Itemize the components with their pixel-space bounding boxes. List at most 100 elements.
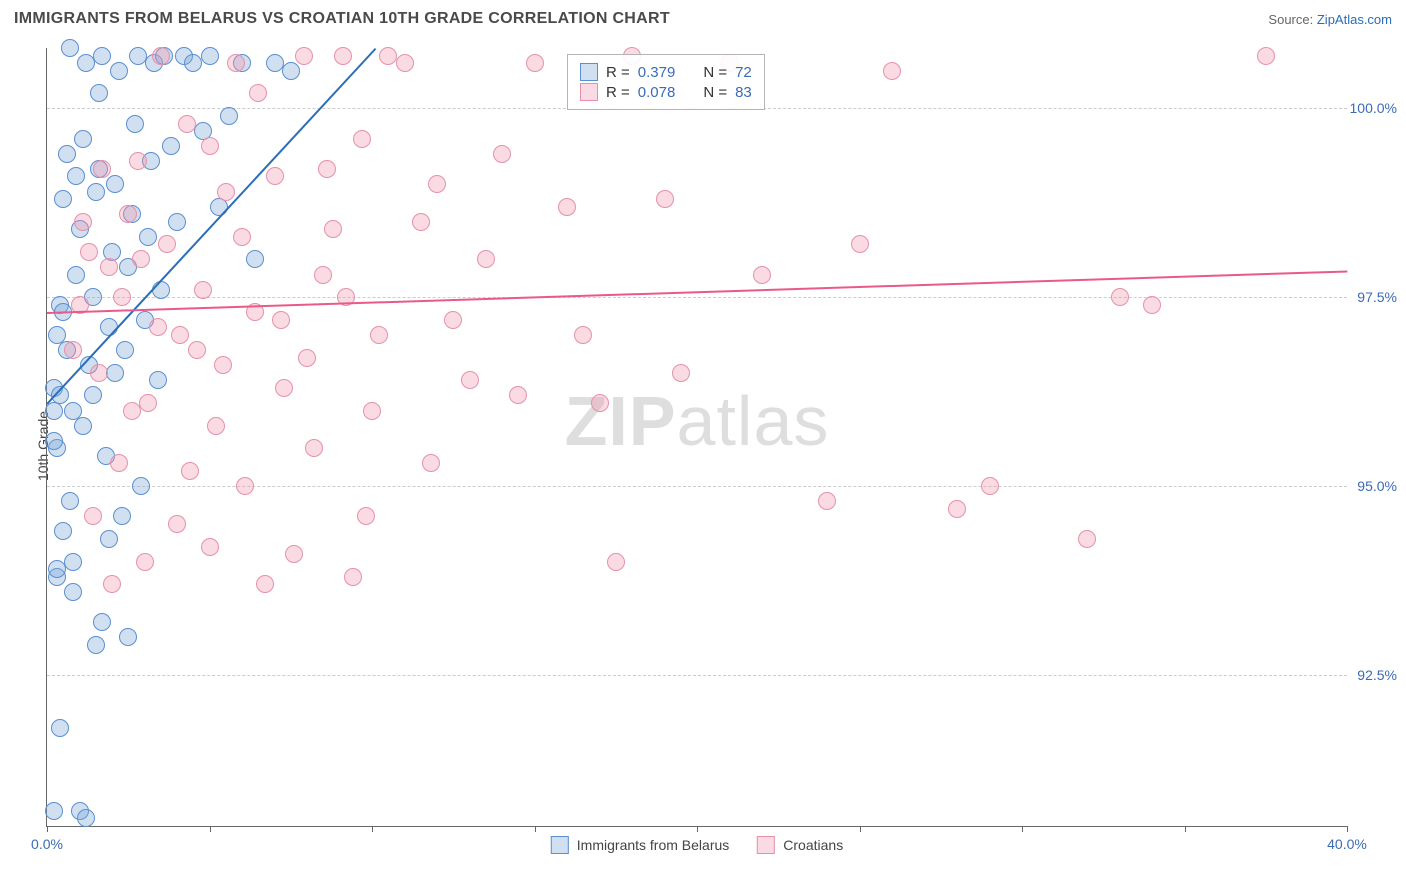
scatter-point [370,326,388,344]
legend-r-label: R = [606,84,630,101]
x-tick [210,826,211,832]
source-attribution: Source: ZipAtlas.com [1268,12,1392,27]
scatter-point [236,477,254,495]
scatter-point [526,54,544,72]
scatter-point [1143,296,1161,314]
scatter-point [217,183,235,201]
x-tick-label: 40.0% [1327,836,1367,852]
scatter-point [113,288,131,306]
scatter-point [61,39,79,57]
scatter-point [54,522,72,540]
scatter-point [67,266,85,284]
scatter-point [753,266,771,284]
source-label: Source: [1268,12,1313,27]
scatter-point [123,402,141,420]
scatter-point [64,583,82,601]
scatter-point [363,402,381,420]
scatter-point [477,250,495,268]
x-tick [1185,826,1186,832]
scatter-point [272,311,290,329]
scatter-point [818,492,836,510]
x-tick [47,826,48,832]
scatter-point [981,477,999,495]
scatter-point [214,356,232,374]
watermark: ZIPatlas [565,381,830,461]
scatter-point [162,137,180,155]
scatter-point [152,47,170,65]
scatter-point [100,258,118,276]
legend-swatch [551,836,569,854]
scatter-point [80,243,98,261]
scatter-point [149,318,167,336]
scatter-point [344,568,362,586]
scatter-point [493,145,511,163]
scatter-point [201,47,219,65]
chart-title: IMMIGRANTS FROM BELARUS VS CROATIAN 10TH… [14,10,670,27]
scatter-point [110,454,128,472]
scatter-point [672,364,690,382]
scatter-point [256,575,274,593]
x-tick [697,826,698,832]
scatter-point [353,130,371,148]
y-tick-label: 95.0% [1349,478,1397,494]
scatter-point [64,341,82,359]
scatter-point [171,326,189,344]
scatter-point [314,266,332,284]
x-tick [535,826,536,832]
scatter-point [54,190,72,208]
scatter-point [285,545,303,563]
scatter-point [266,167,284,185]
scatter-point [324,220,342,238]
scatter-point [220,107,238,125]
scatter-point [227,54,245,72]
legend-swatch [580,83,598,101]
scatter-point [422,454,440,472]
scatter-point [149,371,167,389]
scatter-point [74,417,92,435]
scatter-point [45,432,63,450]
legend-r-label: R = [606,64,630,81]
legend-n-label: N = [703,64,727,81]
scatter-point [129,152,147,170]
legend-row: R =0.379N =72 [580,63,752,81]
x-tick [372,826,373,832]
scatter-point [181,462,199,480]
scatter-point [282,62,300,80]
scatter-point [168,515,186,533]
y-tick-label: 97.5% [1349,289,1397,305]
scatter-point [184,54,202,72]
scatter-point [558,198,576,216]
scatter-point [412,213,430,231]
legend-r-value: 0.078 [638,84,676,101]
scatter-point [90,84,108,102]
scatter-point [396,54,414,72]
x-tick [1347,826,1348,832]
scatter-point [1078,530,1096,548]
scatter-point [93,613,111,631]
legend-r-value: 0.379 [638,64,676,81]
series-legend-item: Croatians [757,836,843,854]
scatter-point [84,507,102,525]
scatter-point [275,379,293,397]
scatter-point [249,84,267,102]
gridline [47,675,1347,676]
scatter-point [158,235,176,253]
scatter-point [194,281,212,299]
scatter-point [77,809,95,827]
scatter-point [106,364,124,382]
source-link[interactable]: ZipAtlas.com [1317,12,1392,27]
scatter-point [591,394,609,412]
scatter-point [87,183,105,201]
legend-row: R =0.078N =83 [580,83,752,101]
scatter-point [357,507,375,525]
scatter-point [461,371,479,389]
scatter-point [168,213,186,231]
legend-swatch [580,63,598,81]
scatter-point [74,130,92,148]
y-tick-label: 92.5% [1349,667,1397,683]
scatter-point [100,530,118,548]
scatter-point [318,160,336,178]
scatter-point [201,538,219,556]
series-legend-label: Immigrants from Belarus [577,837,729,853]
legend-n-label: N = [703,84,727,101]
